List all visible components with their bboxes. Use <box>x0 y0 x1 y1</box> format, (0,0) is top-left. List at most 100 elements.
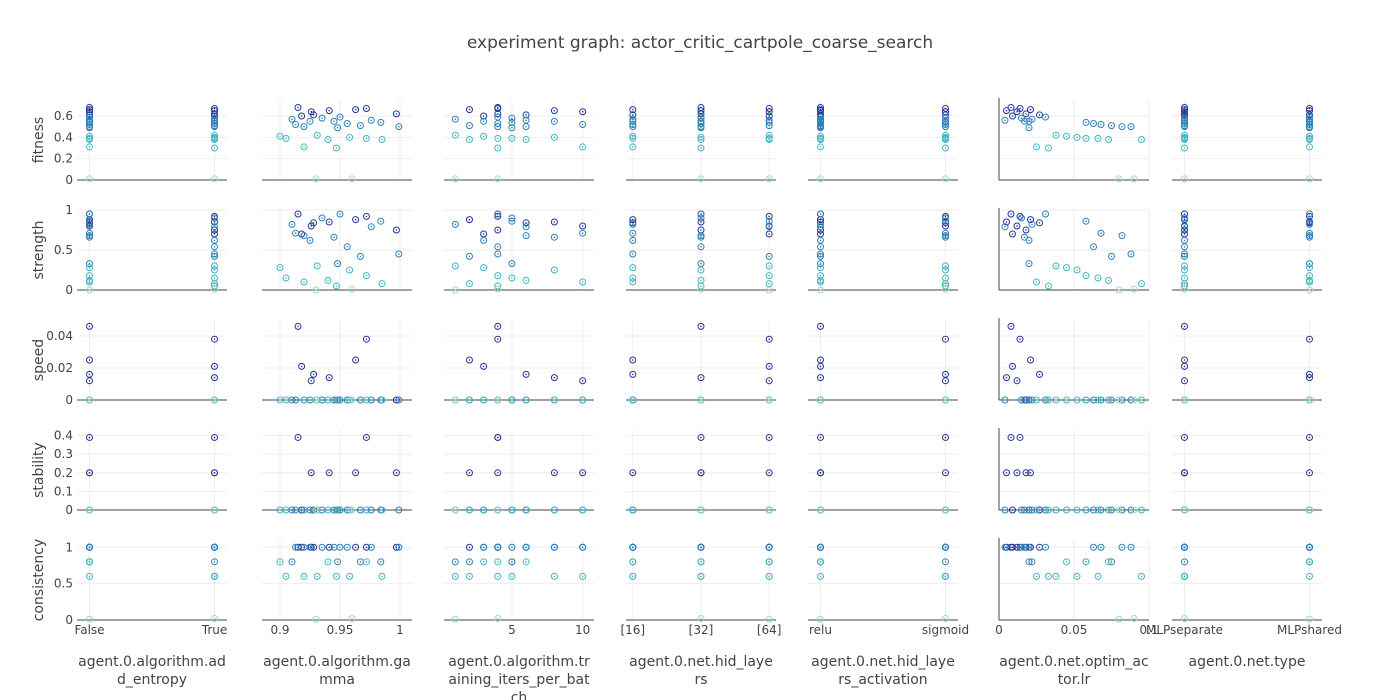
data-point <box>1306 143 1313 151</box>
data-point <box>579 572 587 580</box>
data-point-dot <box>581 232 584 234</box>
data-point <box>276 264 284 272</box>
data-point <box>348 396 356 404</box>
data-point-dot <box>297 436 299 439</box>
data-point-dot <box>348 269 351 271</box>
data-point <box>765 217 773 225</box>
data-point-dot <box>294 399 297 401</box>
data-point-dot <box>294 123 297 126</box>
data-point-dot <box>1035 146 1038 148</box>
data-point <box>1105 506 1112 514</box>
data-point <box>697 232 705 240</box>
data-point <box>1306 217 1313 225</box>
data-point <box>522 111 530 119</box>
data-point <box>86 543 93 551</box>
data-point-dot <box>819 239 822 242</box>
data-point <box>508 558 516 566</box>
data-point <box>465 572 473 580</box>
data-point-dot <box>1118 289 1120 291</box>
data-point <box>332 396 340 404</box>
data-point <box>817 264 824 272</box>
data-point <box>550 133 558 141</box>
x-tick-label: 5 <box>508 623 516 637</box>
data-point-dot <box>339 213 341 215</box>
data-point-dot <box>335 147 338 149</box>
data-point-dot <box>333 546 335 549</box>
data-point-dot <box>944 269 947 271</box>
data-point-dot <box>336 262 339 265</box>
data-point <box>1013 108 1021 116</box>
data-point <box>288 115 296 123</box>
data-point-dot <box>496 471 499 474</box>
data-point-dot <box>88 509 91 511</box>
data-point-dot <box>1140 138 1143 141</box>
data-point <box>1021 396 1028 404</box>
data-point <box>942 469 949 477</box>
data-point-dot <box>482 365 485 368</box>
data-point-dot <box>1028 239 1030 242</box>
data-point-dot <box>468 138 471 141</box>
data-point-dot <box>1044 116 1047 118</box>
y-tick-label: 0.6 <box>54 109 73 123</box>
data-point-dot <box>768 220 770 222</box>
data-point <box>1033 572 1040 580</box>
data-point-dot <box>213 338 216 341</box>
data-point <box>508 396 516 404</box>
data-point-dot <box>632 373 634 376</box>
data-point <box>1181 322 1188 330</box>
data-point-dot <box>1047 285 1050 287</box>
data-point-dot <box>398 125 400 128</box>
data-point <box>1025 124 1033 132</box>
data-point <box>522 219 530 227</box>
data-point-dot <box>819 471 822 474</box>
data-point <box>1306 543 1313 551</box>
data-point <box>1007 210 1015 218</box>
data-point-dot <box>1029 108 1032 111</box>
data-point-dot <box>1004 399 1006 401</box>
data-point <box>346 572 354 580</box>
data-point <box>1036 111 1043 119</box>
data-point-dot <box>944 617 947 620</box>
data-point <box>942 175 949 183</box>
data-point <box>1181 250 1188 258</box>
data-point-dot <box>370 546 373 549</box>
data-point <box>86 433 93 441</box>
data-point <box>817 135 824 143</box>
data-point <box>310 370 318 378</box>
data-point <box>324 276 332 284</box>
data-point-dot <box>944 575 947 578</box>
data-point <box>465 106 473 114</box>
data-point-dot <box>354 218 357 221</box>
data-point-dot <box>348 575 351 578</box>
data-point-dot <box>88 213 91 215</box>
data-point <box>334 260 342 268</box>
data-point <box>332 282 340 290</box>
data-point <box>1013 543 1021 551</box>
data-point-dot <box>1107 138 1110 141</box>
data-point-dot <box>285 575 287 578</box>
data-point <box>579 396 587 404</box>
data-point <box>508 114 516 122</box>
data-point <box>1094 572 1102 580</box>
data-point-dot <box>1308 289 1311 291</box>
data-point <box>1003 374 1010 382</box>
data-point <box>1130 615 1138 623</box>
data-point <box>1090 119 1097 127</box>
data-point <box>1045 506 1052 514</box>
data-point <box>817 362 824 370</box>
data-point <box>942 118 949 126</box>
data-point-dot <box>482 546 485 549</box>
data-point-dot <box>213 125 216 128</box>
data-point <box>352 469 360 477</box>
data-point <box>1130 396 1138 404</box>
data-point <box>1306 558 1313 566</box>
data-point <box>86 286 93 294</box>
data-point-dot <box>632 266 634 269</box>
data-point-dot <box>1308 618 1311 621</box>
data-point-dot <box>819 266 822 269</box>
data-point <box>292 396 300 404</box>
data-point-dot <box>336 561 339 563</box>
data-point-dot <box>768 471 770 474</box>
data-point-dot <box>1055 575 1057 578</box>
data-point <box>1094 396 1102 404</box>
